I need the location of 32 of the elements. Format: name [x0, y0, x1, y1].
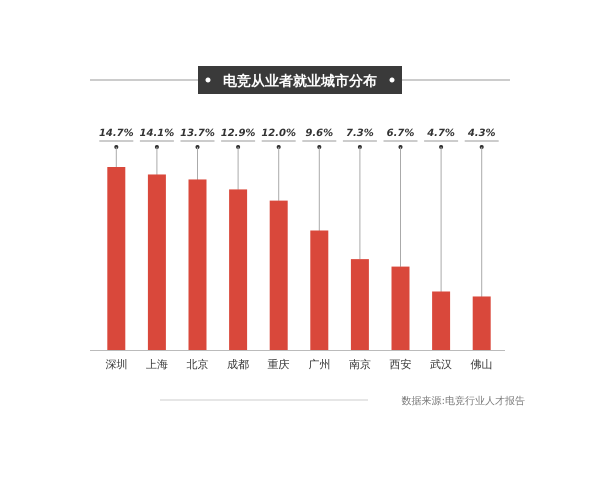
data-label: 14.1% [140, 128, 174, 139]
bar [229, 189, 248, 350]
x-tick-label: 重庆 [268, 358, 290, 371]
x-tick-label: 上海 [146, 358, 168, 371]
bar [310, 230, 328, 350]
x-tick-label: 南京 [348, 358, 371, 371]
x-tick-label: 广州 [308, 358, 330, 371]
chart-title: 电竞从业者就业城市分布 [223, 72, 377, 90]
bar [392, 266, 410, 350]
data-label: 12.0% [261, 128, 296, 139]
bar [472, 296, 491, 350]
x-tick-label: 深圳 [105, 358, 128, 371]
data-label: 4.3% [466, 128, 496, 139]
bar [350, 259, 369, 350]
bar [107, 167, 126, 350]
bar [432, 291, 450, 350]
x-tick-label: 武汉 [430, 358, 452, 371]
bar [148, 174, 166, 350]
bar [188, 179, 206, 350]
data-label: 12.9% [220, 128, 256, 139]
x-tick-label: 成都 [227, 358, 250, 371]
source-note: 数据来源:电竞行业人才报告 [402, 395, 525, 407]
data-label: 13.7% [180, 128, 215, 139]
data-label: 4.7% [426, 128, 455, 139]
data-label: 7.3% [346, 128, 374, 139]
x-tick-label: 西安 [390, 358, 412, 371]
x-tick-label: 北京 [186, 358, 208, 371]
data-label: 14.7% [98, 128, 134, 139]
bar [270, 200, 288, 350]
data-label: 6.7% [386, 128, 414, 139]
data-label: 9.6% [305, 128, 334, 139]
x-tick-label: 佛山 [470, 358, 493, 371]
